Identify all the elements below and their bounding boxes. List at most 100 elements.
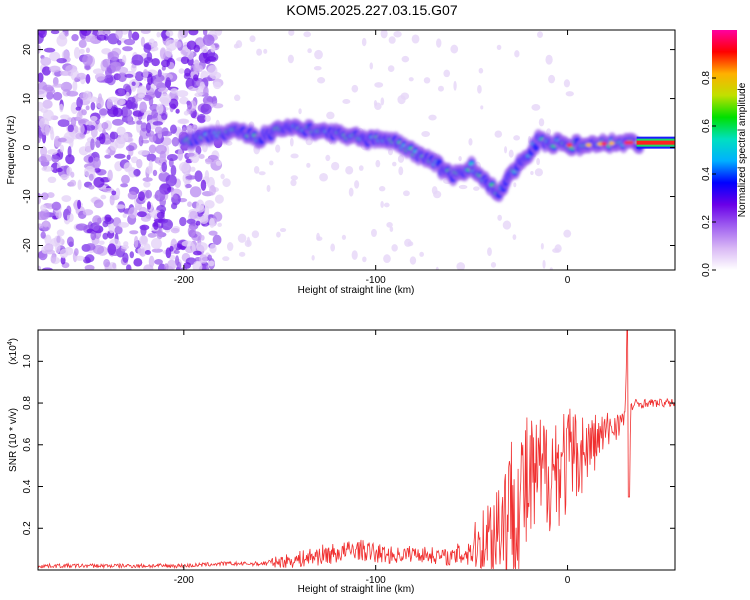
spectrogram-noise-blob xyxy=(184,67,191,77)
spectrogram-noise-blob xyxy=(191,124,198,130)
spectrogram-noise-blob xyxy=(123,132,129,139)
spectrogram-noise-blob xyxy=(88,184,95,190)
colorbar-gradient xyxy=(712,30,737,270)
spectrogram-noise-blob xyxy=(38,265,42,270)
spectrogram-noise-blob xyxy=(198,153,205,159)
spectrogram-noise-blob xyxy=(129,230,139,235)
spectrogram-noise-blob xyxy=(140,122,148,132)
spectrogram-noise-blob xyxy=(70,171,75,178)
spectrogram-y-tick-label: -10 xyxy=(22,189,33,204)
spectrogram-noise-blob xyxy=(204,205,210,218)
snr-y-scale-base: (x10 xyxy=(8,345,19,365)
spectrogram-faint-blob xyxy=(383,254,391,264)
spectrogram-noise-blob xyxy=(42,109,54,122)
spectrogram-noise-blob xyxy=(187,152,195,157)
spectrogram-faint-blob xyxy=(421,130,431,138)
spectrogram-noise-blob xyxy=(177,30,185,41)
spectrogram-noise-blob xyxy=(193,74,199,81)
spectrogram-faint-blob xyxy=(279,228,287,233)
spectrogram-noise-blob xyxy=(199,81,205,90)
spectrogram-noise-blob xyxy=(77,179,82,191)
spectrogram-faint-blob xyxy=(341,234,347,240)
colorbar: 0.0 0.2 0.4 0.6 0.8 Normalized spectral ampl… xyxy=(701,30,748,277)
snr-plot-area xyxy=(38,330,675,570)
spectrogram-noise-blob xyxy=(98,108,108,116)
spectrogram-faint-blob xyxy=(508,149,514,158)
spectrogram-x-tick-label: -100 xyxy=(366,275,386,286)
spectrogram-faint-blob xyxy=(537,31,543,38)
colorbar-tick-label: 0.2 xyxy=(701,215,712,229)
spectrogram-faint-blob xyxy=(423,77,431,84)
spectrogram-faint-blob xyxy=(348,187,354,197)
spectrogram-noise-blob xyxy=(112,118,124,126)
spectrogram-noise-blob xyxy=(123,83,131,92)
spectrogram-noise-blob xyxy=(79,124,85,134)
spectrogram-faint-blob xyxy=(552,248,560,253)
spectrogram-noise-blob xyxy=(123,208,130,213)
spectrogram-faint-blob xyxy=(287,54,294,64)
spectrogram-noise-blob xyxy=(59,70,71,76)
spectrogram-noise-blob xyxy=(199,254,208,264)
spectrogram-faint-blob xyxy=(549,267,553,270)
spectrogram-noise-blob xyxy=(38,196,41,205)
spectrogram-noise-blob xyxy=(103,74,114,84)
spectrogram-faint-blob xyxy=(548,74,556,84)
spectrogram-faint-blob xyxy=(330,243,336,252)
spectrogram-noise-blob xyxy=(180,49,187,55)
spectrogram-noise-blob xyxy=(100,194,107,200)
spectrogram-noise-blob xyxy=(131,81,136,86)
spectrogram-noise-blob xyxy=(41,123,50,136)
spectrogram-noise-blob xyxy=(130,156,139,164)
spectrogram-noise-blob xyxy=(102,187,115,193)
spectrogram-faint-blob xyxy=(504,146,508,154)
spectrogram-noise-blob xyxy=(96,34,107,41)
spectrogram-noise-blob xyxy=(70,116,77,127)
spectrogram-noise-blob xyxy=(42,99,53,109)
spectrogram-noise-blob xyxy=(57,137,67,143)
ridge-steady-band-core xyxy=(636,140,675,145)
spectrogram-noise-blob xyxy=(96,30,106,36)
spectrogram-faint-blob xyxy=(208,260,215,267)
spectrogram-faint-blob xyxy=(375,159,381,168)
spectrogram-noise-blob xyxy=(170,164,177,177)
spectrogram-noise-blob xyxy=(170,227,180,234)
spectrogram-noise-blob xyxy=(60,256,66,265)
spectrogram-faint-blob xyxy=(411,34,420,44)
ridge-hot xyxy=(627,140,634,145)
spectrogram-noise-blob xyxy=(137,94,146,99)
spectrogram-noise-blob xyxy=(207,64,218,77)
spectrogram-faint-blob xyxy=(563,79,571,88)
spectrogram-noise-blob xyxy=(90,230,97,241)
spectrogram-noise-blob xyxy=(90,138,95,151)
spectrogram-faint-blob xyxy=(478,67,484,74)
spectrogram-faint-blob xyxy=(358,165,364,171)
spectrogram-faint-blob xyxy=(388,36,396,44)
spectrogram-faint-blob xyxy=(453,80,457,91)
snr-y-scale-suffix: ) xyxy=(8,338,19,341)
spectrogram-noise-blob xyxy=(186,40,197,51)
spectrogram-noise-blob xyxy=(49,126,54,135)
spectrogram-faint-blob xyxy=(263,48,268,54)
spectrogram-noise-blob xyxy=(93,167,101,173)
spectrogram-noise-blob xyxy=(107,169,113,182)
spectrogram-noise-blob xyxy=(171,136,180,147)
snr-y-tick-label: 0.2 xyxy=(22,521,33,535)
spectrogram-noise-blob xyxy=(92,157,101,169)
spectrogram-x-tick-label: 0 xyxy=(565,275,571,286)
spectrogram-noise-blob xyxy=(163,263,169,270)
spectrogram-noise-blob xyxy=(69,179,77,187)
spectrogram-noise-blob xyxy=(188,30,199,36)
spectrogram-noise-blob xyxy=(179,161,190,173)
spectrogram-noise-blob xyxy=(203,85,209,97)
spectrogram-faint-blob xyxy=(477,84,482,94)
spectrogram-noise-blob xyxy=(109,141,118,151)
spectrogram-faint-blob xyxy=(362,256,367,263)
snr-y-tick-label: 0.4 xyxy=(22,479,33,493)
spectrogram-faint-blob xyxy=(404,238,412,247)
spectrogram-faint-blob xyxy=(387,148,394,156)
spectrogram-noise-blob xyxy=(153,78,163,87)
spectrogram-noise-blob xyxy=(133,235,139,248)
spectrogram-noise-blob xyxy=(38,133,45,139)
spectrogram-faint-blob xyxy=(217,222,222,228)
spectrogram-noise-blob xyxy=(82,209,94,216)
